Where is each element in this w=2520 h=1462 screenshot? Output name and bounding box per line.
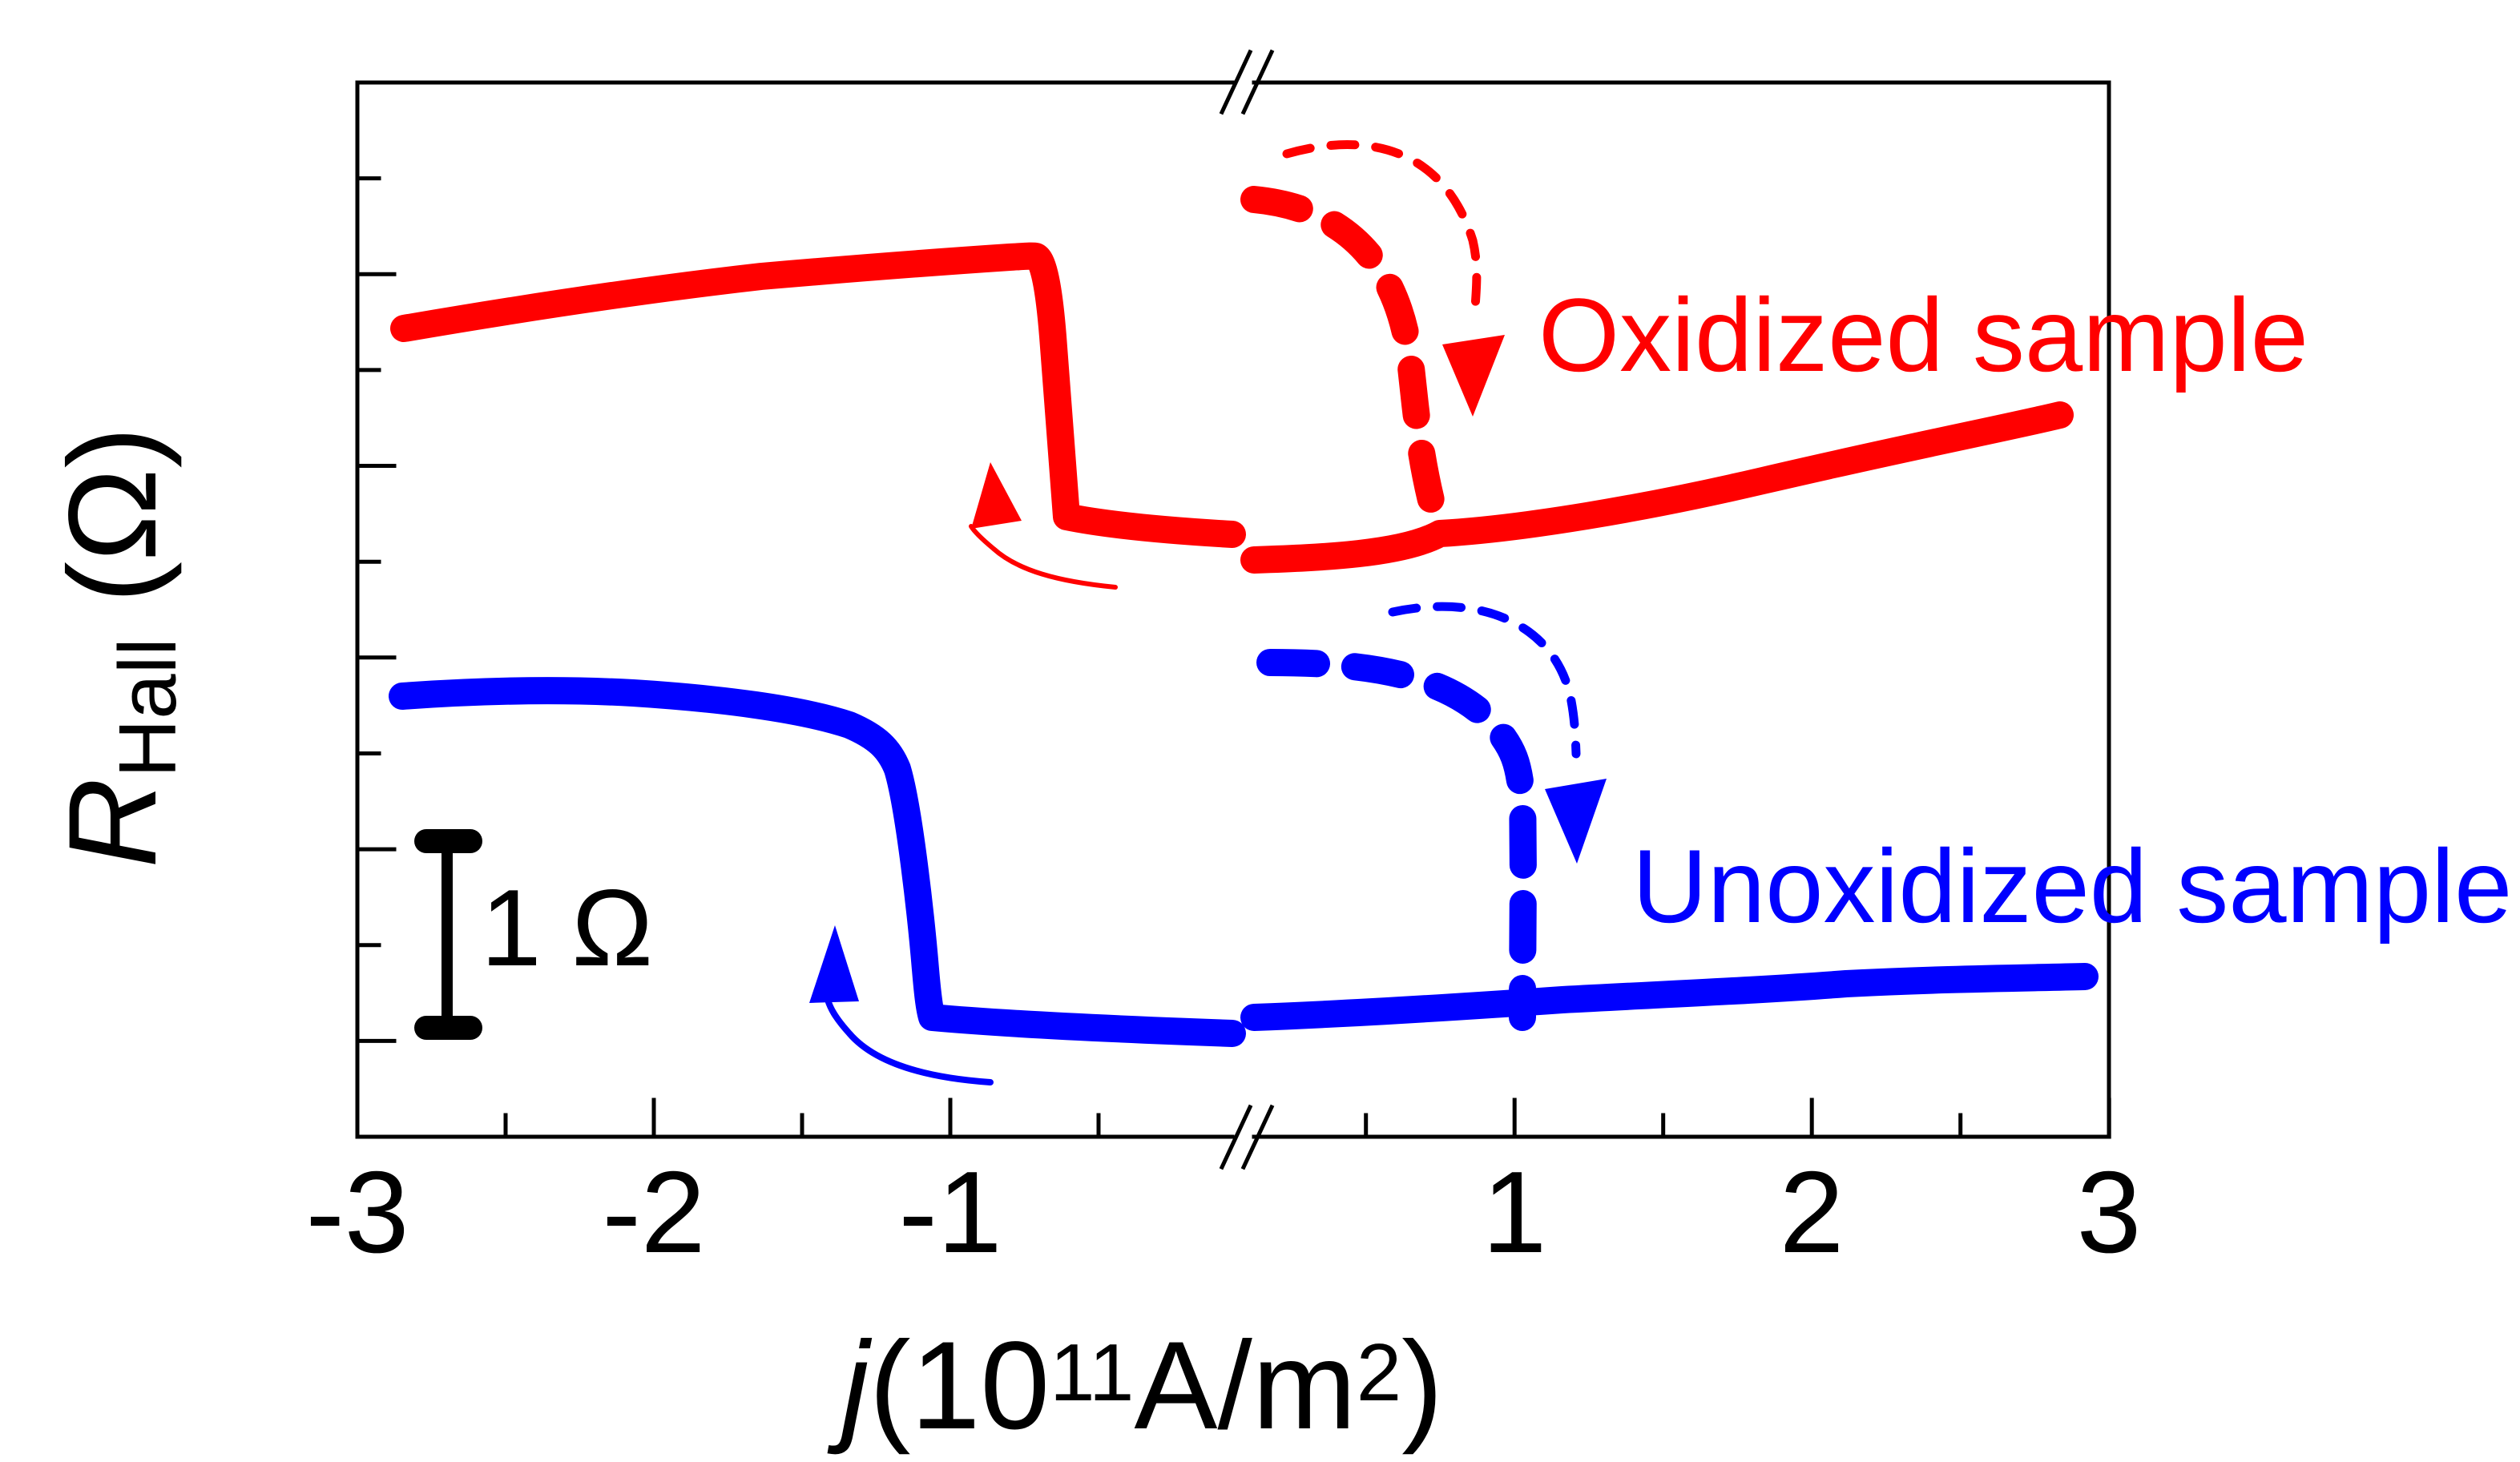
svg-text:-2: -2	[603, 1147, 706, 1277]
svg-text:-1: -1	[899, 1147, 1002, 1277]
svg-text:1 Ω: 1 Ω	[481, 867, 653, 989]
svg-text:j(1011A/m2): j(1011A/m2)	[827, 1316, 1443, 1456]
svg-text:2: 2	[1780, 1147, 1845, 1277]
svg-text:1: 1	[1482, 1147, 1547, 1277]
svg-text:Oxidized sample: Oxidized sample	[1538, 276, 2308, 393]
svg-text:3: 3	[2077, 1147, 2142, 1277]
svg-text:Unoxidized sample: Unoxidized sample	[1632, 828, 2512, 944]
svg-text:-3: -3	[306, 1147, 409, 1277]
